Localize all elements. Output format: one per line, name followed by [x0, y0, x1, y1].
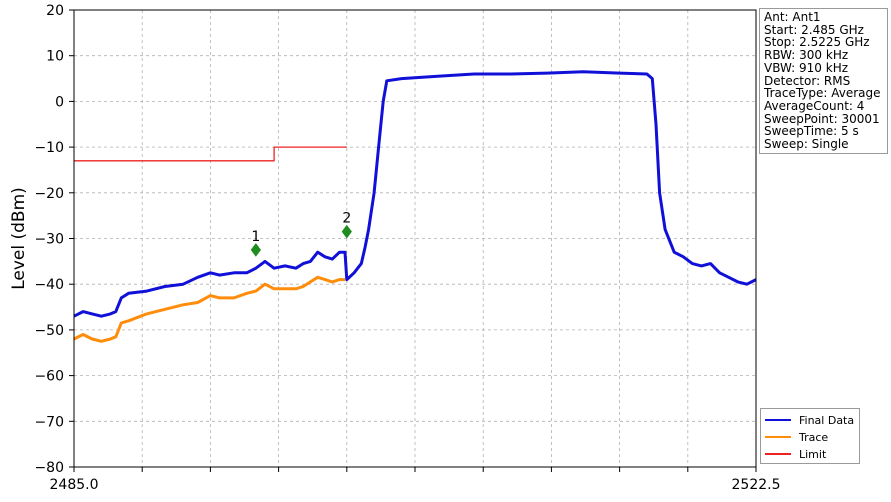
- info-line: TraceType: Average: [764, 86, 881, 101]
- y-tick-label: 0: [55, 94, 64, 110]
- series-line-trace: [73, 275, 345, 343]
- y-tick-label: −70: [34, 414, 64, 430]
- info-line: SweepPoint: 30001: [764, 111, 880, 126]
- legend-item: Trace: [765, 430, 828, 444]
- info-line: SweepTime: 5 s: [764, 124, 859, 139]
- y-axis-label: Level (dBm): [9, 187, 29, 290]
- info-line: Stop: 2.5225 GHz: [764, 35, 870, 50]
- plot-frame: [73, 9, 757, 468]
- y-tick-label: −40: [34, 277, 64, 293]
- y-tick-label: 20: [46, 3, 64, 19]
- legend-item: Final Data: [765, 413, 854, 427]
- legend-swatch: [765, 436, 791, 438]
- y-tick-label: −30: [34, 232, 64, 248]
- marker-label: 2: [342, 211, 351, 227]
- series-line-limit: [74, 146, 347, 162]
- y-tick-label: −50: [34, 323, 64, 339]
- info-line: VBW: 910 kHz: [764, 60, 849, 75]
- info-line: Start: 2.485 GHz: [764, 22, 864, 37]
- measurement-info-box: Ant: Ant1 Start: 2.485 GHz Stop: 2.5225 GH…: [759, 8, 888, 154]
- info-line: Detector: RMS: [764, 73, 851, 88]
- marker-2: [341, 224, 352, 239]
- y-tick-label: −60: [34, 369, 64, 385]
- y-tick-label: 10: [46, 49, 64, 65]
- y-tick-label: −20: [34, 186, 64, 202]
- chart-legend: Final Data Trace Limit: [760, 408, 860, 464]
- legend-label: Limit: [799, 447, 827, 461]
- info-line: RBW: 300 kHz: [764, 48, 849, 63]
- legend-label: Trace: [799, 430, 829, 444]
- y-tick-label: −80: [34, 460, 64, 476]
- info-line: AverageCount: 4: [764, 98, 865, 113]
- legend-swatch: [765, 453, 791, 455]
- info-line: Ant: Ant1: [764, 10, 821, 24]
- legend-swatch: [765, 419, 791, 421]
- y-tick-label: −10: [34, 140, 64, 156]
- marker-label: 1: [251, 229, 260, 245]
- legend-label: Final Data: [799, 413, 855, 427]
- x-tick-label: 2485.0: [50, 477, 99, 493]
- marker-1: [250, 243, 261, 257]
- series-line-final-data: [73, 70, 757, 318]
- info-line: Sweep: Single: [764, 137, 849, 152]
- x-tick-label: 2522.5: [732, 477, 781, 493]
- legend-item: Limit: [765, 447, 826, 461]
